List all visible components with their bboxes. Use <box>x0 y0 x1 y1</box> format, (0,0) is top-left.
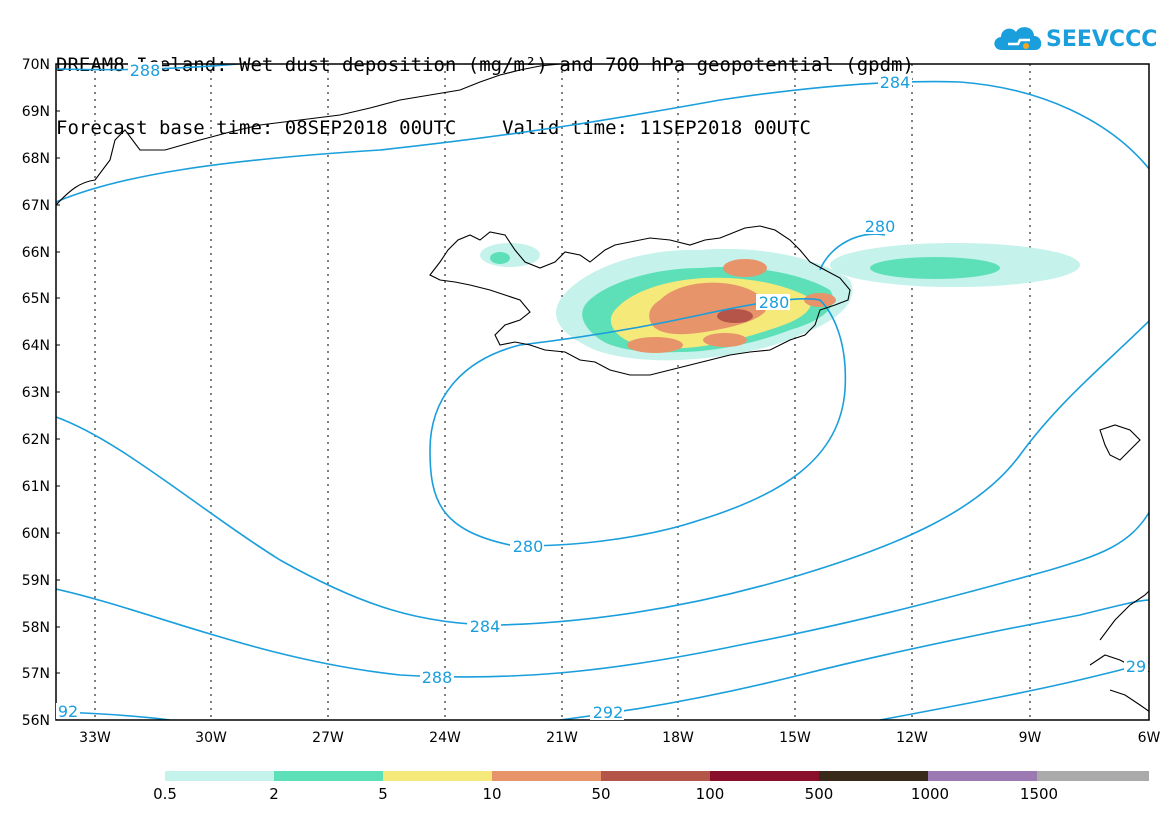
cloud-icon <box>994 27 1042 50</box>
contour-label: 288 <box>422 668 453 687</box>
dust-plume-east-core <box>870 257 1000 279</box>
lon-label: 27W <box>312 730 344 746</box>
contour-label: 280 <box>759 293 790 312</box>
colorbar-label: 0.5 <box>153 785 177 803</box>
colorbar-segment <box>165 771 274 781</box>
coast-iceland <box>429 225 851 376</box>
colorbar-labels: 0.5 2 5 10 50 100 500 1000 1500 <box>0 785 1175 805</box>
lat-label: 57N <box>22 666 50 682</box>
lon-label: 9W <box>1019 730 1042 746</box>
axis-ticks <box>56 110 60 674</box>
contour-280-east <box>819 233 886 271</box>
contour-284-south <box>56 319 1149 626</box>
map-title: DREAM8-Iceland: Wet dust deposition (mg/… <box>56 13 914 160</box>
colorbar-label: 500 <box>804 785 834 803</box>
colorbar-segment <box>819 771 928 781</box>
lat-label: 63N <box>22 385 50 401</box>
longitude-gridlines <box>94 64 1031 720</box>
lat-label: 66N <box>22 245 50 261</box>
contour-label: 29 <box>1126 657 1146 676</box>
contour-label: 284 <box>880 73 911 92</box>
coast-greenland <box>56 64 561 206</box>
contour-label: 284 <box>470 617 501 636</box>
dust-region-south-east <box>703 333 747 347</box>
colorbar-segment <box>274 771 383 781</box>
contour-labels: 288 284 280 280 280 284 288 292 92 29 <box>56 61 1148 722</box>
lon-label: 6W <box>1138 730 1161 746</box>
colorbar-segment <box>383 771 492 781</box>
seevccc-logo: SEEVCCC <box>990 18 1158 58</box>
lat-label: 65N <box>22 291 50 307</box>
dust-region-south <box>627 337 683 353</box>
lat-label: 60N <box>22 526 50 542</box>
lat-label: 69N <box>22 104 50 120</box>
coastlines <box>56 64 1149 712</box>
dust-region-west <box>480 243 540 267</box>
contour-label: 280 <box>865 217 896 236</box>
contour-label: 280 <box>513 537 544 556</box>
colorbar-label: 50 <box>591 785 611 803</box>
lon-label: 33W <box>79 730 111 746</box>
lat-label: 59N <box>22 573 50 589</box>
latitude-labels: 70N 69N 68N 67N 66N 65N 64N 63N 62N 61N … <box>22 57 50 729</box>
lat-label: 64N <box>22 338 50 354</box>
contour-292-south <box>559 599 1149 720</box>
lat-label: 56N <box>22 713 50 729</box>
dust-region-north <box>723 259 767 277</box>
colorbar-segment <box>601 771 710 781</box>
colorbar <box>165 771 1149 781</box>
logo-text: SEEVCCC <box>1046 27 1158 52</box>
lon-label: 30W <box>195 730 227 746</box>
colorbar-label: 1000 <box>910 785 950 803</box>
lon-label: 21W <box>546 730 578 746</box>
lat-label: 67N <box>22 198 50 214</box>
contour-label: 92 <box>58 702 78 721</box>
colorbar-label: 10 <box>482 785 502 803</box>
lon-label: 24W <box>429 730 461 746</box>
contour-284-north <box>56 80 1149 203</box>
colorbar-segment <box>928 771 1037 781</box>
colorbar-segment <box>710 771 819 781</box>
contour-label: 292 <box>593 703 624 722</box>
geopotential-contours <box>56 64 1149 720</box>
colorbar-segment <box>1037 771 1149 781</box>
dust-region-max <box>717 309 753 323</box>
lat-label: 58N <box>22 620 50 636</box>
lon-label: 15W <box>779 730 811 746</box>
contour-label: 288 <box>130 61 161 80</box>
lat-label: 62N <box>22 432 50 448</box>
map-frame <box>55 63 1150 721</box>
lat-label: 70N <box>22 57 50 73</box>
coast-faroe-shetland <box>1099 424 1141 461</box>
contour-280-central <box>429 298 847 547</box>
coast-scotland <box>1089 590 1149 712</box>
colorbar-label: 2 <box>269 785 279 803</box>
colorbar-label: 1500 <box>1019 785 1059 803</box>
longitude-labels: 33W 30W 27W 24W 21W 18W 15W 12W 9W 6W <box>79 730 1160 746</box>
lat-label: 61N <box>22 479 50 495</box>
contour-288-south <box>56 511 1149 678</box>
colorbar-segment <box>492 771 601 781</box>
lon-label: 18W <box>662 730 694 746</box>
lat-label: 68N <box>22 151 50 167</box>
colorbar-label: 5 <box>378 785 388 803</box>
contour-292-se <box>879 661 1149 720</box>
lon-label: 12W <box>896 730 928 746</box>
dust-region-west-core <box>490 252 510 264</box>
colorbar-label: 100 <box>695 785 725 803</box>
